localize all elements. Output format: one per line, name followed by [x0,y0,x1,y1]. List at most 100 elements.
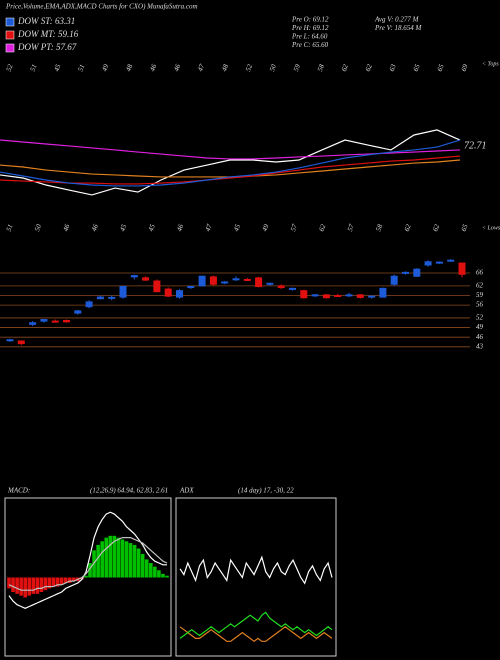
page-title: Price,Volume,EMA,ADX,MACD Charts for CXO… [5,3,198,11]
candle-body [176,290,183,298]
macd-bar [39,577,44,592]
lows-label: 45 [232,223,242,233]
macd-bar [120,539,125,578]
macd-bar [132,544,137,578]
candle-body [51,320,59,323]
tops-label: 47 [196,63,206,73]
ema-line [0,129,461,196]
candle-body [413,268,421,277]
lows-label: 62 [431,223,441,233]
macd-bar [27,577,32,596]
candle-body [187,286,195,289]
tops-label: 46 [172,63,182,73]
macd-bar [51,577,56,587]
candle-body [119,286,127,298]
ema-line [0,155,461,185]
macd-bar [19,577,23,596]
y-tick-label: 52 [476,314,484,322]
macd-bar [84,575,88,578]
stat: Pre O: 69.12 [291,16,329,24]
macd-bar [72,577,76,582]
macd-bar [63,577,68,583]
tops-label: 48 [220,63,230,73]
tops-label: 49 [100,63,110,73]
ema-line [0,139,461,187]
lows-label: 45 [118,223,128,233]
candle-body [130,275,138,278]
macd-bar [47,577,52,589]
macd-bar [140,553,145,578]
macd-bar [104,537,109,578]
macd-bar [124,541,129,578]
legend-swatch [5,30,15,40]
candle-body [142,277,150,281]
tops-label: 65 [412,63,422,73]
y-tick-label: 56 [476,301,484,309]
stat: Pre V: 18.654 M [374,24,422,32]
lows-label: 49 [261,223,271,233]
candle-body [277,285,285,288]
macd-bar [100,541,104,578]
candle-body [96,296,104,300]
candle-body [153,280,161,293]
tops-label: 69 [460,63,470,73]
candle-body [322,294,330,299]
lows-label: 46 [62,223,72,233]
macd-subtitle: (12,26,9) 64.94, 62.83, 2.61 [90,487,168,495]
macd-bar [59,577,64,585]
candle-body [435,261,443,264]
y-tick-label: 66 [476,269,484,277]
macd-bar [165,575,169,578]
macd-bar [96,544,100,578]
tops-label: 62 [364,63,374,73]
lows-label: 65 [460,223,470,233]
lows-label: 50 [33,223,43,233]
candle-body [108,296,116,299]
adx-frame [175,497,337,657]
macd-bar [108,535,113,578]
macd-bar [15,577,19,594]
adx-subtitle: (14 day) 17, -30, 22 [238,487,294,495]
candle-body [266,282,274,285]
tops-label: 51 [29,63,39,72]
tops-label: 62 [340,63,350,73]
macd-bar [55,577,60,587]
stat: Pre H: 69.12 [291,24,329,32]
macd-bar [157,570,161,578]
tops-label: 52 [244,63,254,73]
tops-label: 46 [148,63,158,73]
candle-body [85,301,93,308]
tops-label: 58 [316,63,326,73]
candle-body [221,281,229,284]
stat: Pre C: 65.60 [291,41,329,49]
candle-body [63,319,70,323]
adx-line [179,555,333,585]
macd-bar [128,543,133,578]
lows-label: 57 [289,223,299,233]
macd-title: MACD: [7,487,30,495]
candle-body [300,290,308,299]
candle-body [40,319,48,322]
legend-swatch [5,43,15,53]
candle-body [198,275,206,287]
y-tick-label: 62 [476,281,484,289]
macd-bar [31,577,36,594]
candle-body [164,288,172,297]
candle-body [311,294,319,297]
candle-body [402,271,409,274]
lows-label: 51 [5,223,15,232]
legend-label: DOW MT: 59.16 [17,29,79,39]
tops-label: 59 [292,63,302,73]
macd-bar [153,566,157,578]
candle-body [424,261,432,266]
last-value-label: 72.71 [464,140,487,151]
candle-body [334,294,342,297]
adx-line [179,626,333,643]
macd-bar [161,573,165,578]
lows-label: 62 [317,223,327,233]
candle-body [6,339,14,342]
tops-label: 63 [388,63,398,73]
candle-body [458,262,466,275]
